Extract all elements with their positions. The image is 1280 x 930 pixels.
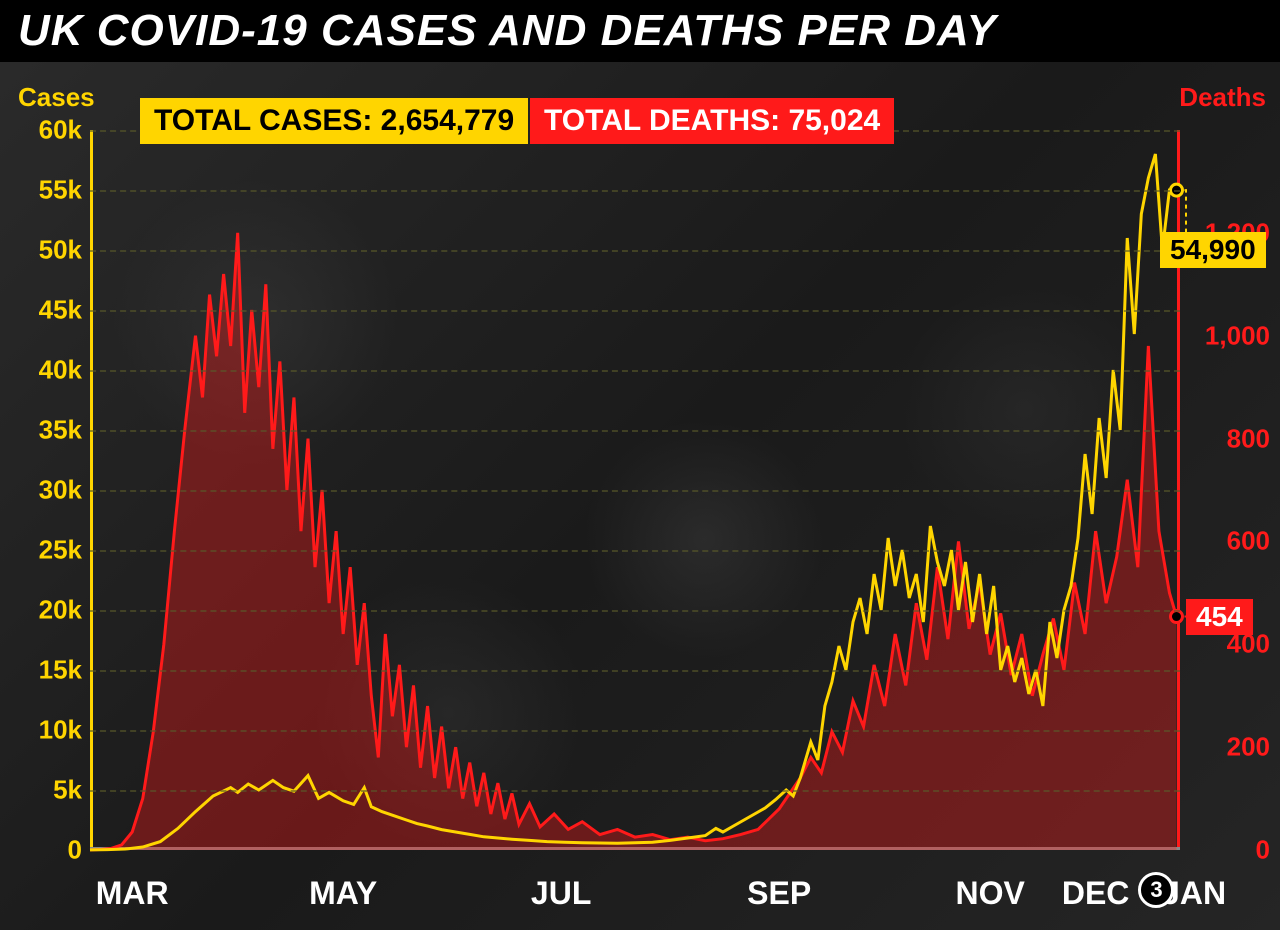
gridline bbox=[90, 610, 1180, 612]
gridline bbox=[90, 310, 1180, 312]
gridline bbox=[90, 550, 1180, 552]
gridline bbox=[90, 430, 1180, 432]
gridline bbox=[90, 730, 1180, 732]
ytick-left: 30k bbox=[12, 475, 82, 506]
ytick-left: 5k bbox=[12, 775, 82, 806]
cases-callout: 54,990 bbox=[1160, 232, 1266, 268]
ytick-left: 35k bbox=[12, 415, 82, 446]
gridline bbox=[90, 250, 1180, 252]
deaths-last-marker bbox=[1170, 611, 1182, 623]
xtick-label: MAR bbox=[96, 875, 169, 912]
gridline bbox=[90, 490, 1180, 492]
total-cases-badge: TOTAL CASES: 2,654,779 bbox=[140, 98, 528, 144]
ytick-left: 0 bbox=[12, 835, 82, 866]
xtick-label: JUL bbox=[531, 875, 591, 912]
ytick-left: 60k bbox=[12, 115, 82, 146]
plot-area bbox=[90, 130, 1180, 850]
xtick-label: MAY bbox=[309, 875, 377, 912]
ytick-left: 25k bbox=[12, 535, 82, 566]
total-deaths-badge: TOTAL DEATHS: 75,024 bbox=[530, 98, 894, 144]
xtick-label: NOV bbox=[955, 875, 1024, 912]
gridline bbox=[90, 670, 1180, 672]
xtick-label: DEC bbox=[1062, 875, 1130, 912]
gridline bbox=[90, 790, 1180, 792]
deaths-callout: 454 bbox=[1186, 599, 1253, 635]
left-axis-label: Cases bbox=[18, 82, 95, 113]
gridline bbox=[90, 190, 1180, 192]
gridline bbox=[90, 370, 1180, 372]
ytick-left: 10k bbox=[12, 715, 82, 746]
ytick-left: 20k bbox=[12, 595, 82, 626]
ytick-left: 45k bbox=[12, 295, 82, 326]
ytick-right: 800 bbox=[1227, 423, 1270, 454]
chart-title: UK COVID-19 CASES AND DEATHS PER DAY bbox=[0, 0, 1280, 62]
ytick-left: 55k bbox=[12, 175, 82, 206]
ytick-left: 15k bbox=[12, 655, 82, 686]
ytick-right: 1,000 bbox=[1205, 320, 1270, 351]
ytick-left: 50k bbox=[12, 235, 82, 266]
ytick-right: 0 bbox=[1256, 835, 1270, 866]
ytick-right: 200 bbox=[1227, 732, 1270, 763]
date-marker: 3 bbox=[1138, 872, 1174, 908]
xtick-label: SEP bbox=[747, 875, 811, 912]
ytick-left: 40k bbox=[12, 355, 82, 386]
ytick-right: 600 bbox=[1227, 526, 1270, 557]
right-axis-label: Deaths bbox=[1179, 82, 1266, 113]
